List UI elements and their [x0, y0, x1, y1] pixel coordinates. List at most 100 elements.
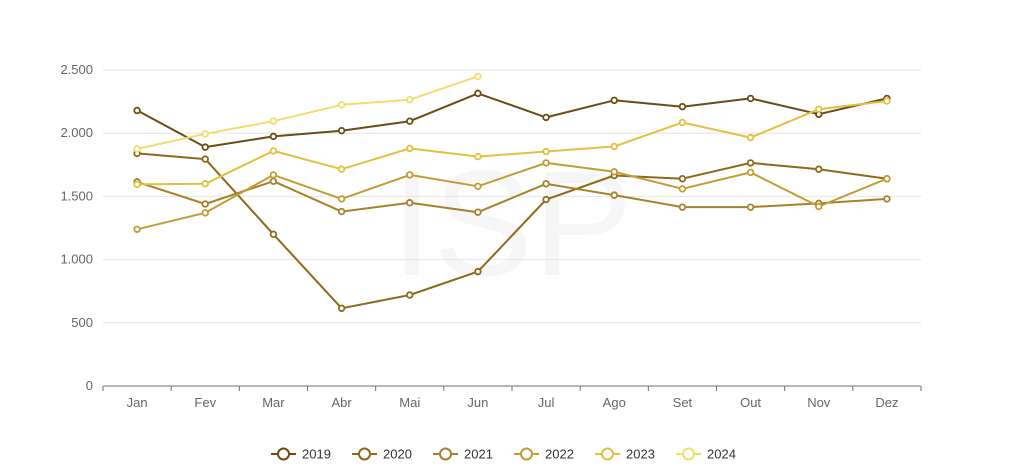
data-point-2021: [610, 191, 618, 199]
data-point-2023: [406, 144, 414, 153]
data-point-2019: [542, 113, 550, 122]
x-tick-label: Mai: [399, 395, 420, 410]
data-point-2024: [337, 101, 346, 109]
series-line-2021: [136, 180, 887, 214]
legend-marker-icon: [520, 447, 533, 461]
data-point-2019: [133, 106, 141, 115]
y-tick-label: 1.000: [60, 252, 93, 267]
legend[interactable]: 2019 2020 2021 2022 2023 2024: [271, 447, 736, 462]
data-point-2020: [201, 155, 209, 163]
legend-item-2021[interactable]: 2021: [433, 447, 493, 462]
data-point-2019: [678, 102, 687, 111]
x-tick-label: Dez: [875, 395, 898, 410]
x-tick-label: Nov: [807, 395, 831, 410]
legend-item-2024[interactable]: 2024: [676, 447, 736, 462]
data-point-2022: [269, 171, 278, 179]
series-line-2019: [136, 92, 888, 149]
legend-marker-icon: [277, 447, 290, 461]
series-line-2023: [137, 100, 888, 186]
data-point-2021: [337, 207, 346, 216]
data-point-2020: [474, 267, 482, 276]
series-line-2024: [136, 75, 479, 150]
series-line-2020: [137, 152, 888, 310]
data-point-2019: [610, 96, 618, 105]
y-tick-label: 2.500: [60, 62, 93, 77]
legend-label: 2019: [302, 447, 331, 462]
data-point-2022: [610, 168, 618, 176]
x-axis: Jan Fev Mar Abr Mai Jun Jul Ago Set Out Nov Dez: [102, 385, 922, 410]
data-point-2023: [201, 180, 209, 188]
legend-marker-icon: [439, 447, 452, 461]
y-tick-label: 1.500: [60, 188, 93, 203]
data-point-2024: [474, 72, 482, 81]
legend-item-2019[interactable]: 2019: [271, 447, 331, 462]
data-point-2019: [746, 94, 755, 103]
data-point-2023: [815, 105, 823, 113]
x-tick-label: Fev: [194, 395, 216, 410]
watermark: ISP: [391, 139, 633, 307]
data-point-2021: [746, 203, 755, 211]
data-point-2019: [406, 117, 414, 125]
data-point-2022: [133, 225, 141, 233]
data-point-2023: [610, 142, 618, 151]
y-axis: 0 500 1.000 1.500 2.000 2.500: [60, 62, 93, 393]
data-point-2023: [678, 118, 687, 127]
data-point-2022: [883, 175, 891, 183]
data-point-2024: [406, 96, 414, 104]
data-point-2021: [406, 199, 414, 207]
data-point-2020: [746, 159, 755, 167]
data-point-2023: [337, 165, 346, 173]
data-point-2023: [474, 152, 482, 161]
data-point-2020: [542, 195, 550, 204]
data-point-2023: [269, 147, 278, 155]
y-tick-label: 500: [71, 315, 93, 330]
data-point-2022: [406, 171, 414, 179]
data-point-2020: [678, 175, 687, 183]
data-point-2020: [337, 304, 346, 312]
data-point-2022: [542, 159, 550, 167]
data-point-2021: [883, 195, 891, 203]
data-point-2022: [678, 185, 687, 193]
x-tick-label: Out: [740, 395, 761, 410]
legend-item-2020[interactable]: 2020: [352, 447, 412, 462]
data-point-2019: [337, 126, 346, 135]
legend-item-2023[interactable]: 2023: [595, 447, 655, 462]
data-point-2021: [201, 200, 209, 208]
series-line-2022: [136, 161, 888, 231]
legend-label: 2023: [626, 447, 655, 462]
legend-label: 2021: [464, 447, 493, 462]
x-tick-label: Jan: [127, 395, 148, 410]
data-point-2019: [474, 89, 482, 98]
series-lines: [136, 75, 888, 310]
data-point-2023: [542, 147, 550, 156]
data-point-2023: [746, 133, 755, 142]
y-tick-label: 2.000: [60, 125, 93, 140]
data-point-2022: [474, 182, 482, 190]
data-point-2024: [133, 145, 141, 153]
x-tick-label: Jul: [538, 395, 555, 410]
data-point-2022: [337, 195, 346, 203]
data-point-2022: [815, 202, 823, 211]
legend-marker-icon: [358, 447, 371, 461]
x-tick-label: Abr: [331, 395, 352, 410]
legend-marker-icon: [682, 447, 695, 461]
x-tick-label: Ago: [603, 395, 626, 410]
x-tick-label: Mar: [262, 395, 285, 410]
legend-item-2022[interactable]: 2022: [514, 447, 574, 462]
data-point-2020: [269, 230, 278, 239]
data-point-2021: [678, 203, 687, 211]
x-tick-label: Set: [673, 395, 693, 410]
legend-marker-icon: [601, 447, 614, 461]
legend-label: 2020: [383, 447, 412, 462]
data-point-2020: [406, 291, 414, 299]
data-point-2019: [201, 143, 209, 151]
data-point-2021: [269, 177, 278, 185]
data-point-2021: [542, 180, 550, 188]
data-point-2024: [269, 117, 278, 125]
y-tick-label: 0: [86, 378, 93, 393]
data-point-2024: [201, 130, 209, 138]
legend-label: 2024: [707, 447, 736, 462]
data-point-2023: [883, 97, 891, 105]
x-tick-label: Jun: [467, 395, 488, 410]
